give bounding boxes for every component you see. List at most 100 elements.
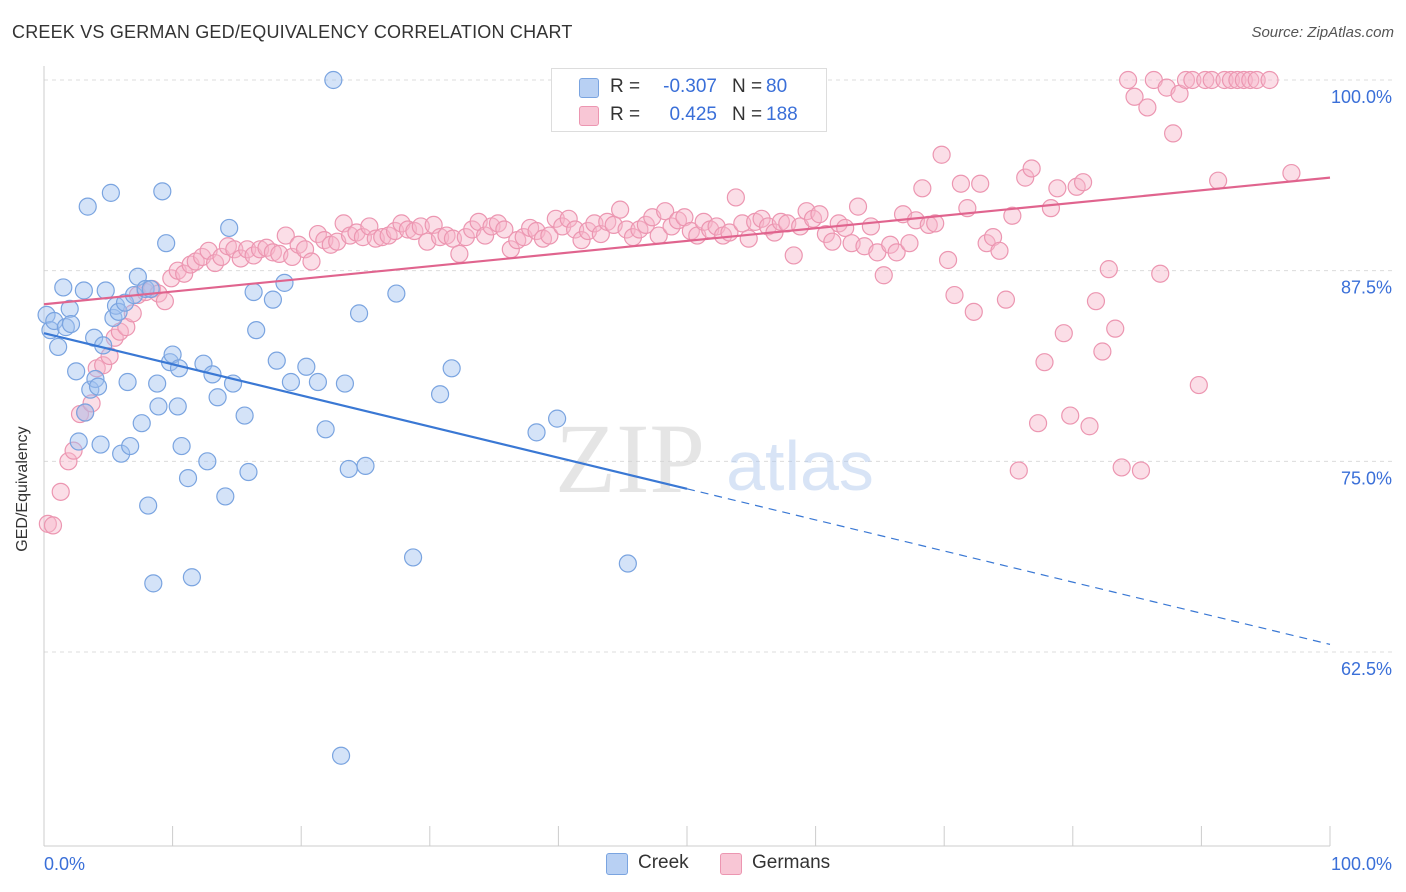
creek-point — [88, 377, 108, 396]
creek-point — [109, 302, 128, 321]
germans-point — [225, 240, 244, 259]
legend-swatch-germans — [720, 853, 742, 875]
creek-point — [96, 281, 115, 300]
germans-point — [1009, 461, 1028, 480]
creek-point — [297, 357, 316, 376]
creek-point — [74, 281, 93, 300]
germans-point — [1189, 375, 1208, 395]
legend-swatch-creek — [579, 78, 599, 98]
creek-trend-line — [43, 332, 688, 490]
germans-point — [900, 234, 919, 253]
axes — [43, 66, 1331, 847]
germans-point — [1086, 292, 1106, 311]
creek-point — [178, 469, 198, 488]
legend-r-label: R = — [610, 76, 641, 97]
germans-point — [945, 285, 964, 305]
germans-point — [1196, 70, 1215, 90]
legend-r-value-creek: -0.307 — [663, 76, 717, 97]
creek-point — [78, 197, 97, 216]
y-tick-label: 87.5% — [1341, 278, 1392, 298]
germans-point — [475, 226, 495, 245]
germans-point — [881, 235, 900, 254]
germans-point — [1202, 70, 1221, 90]
germans-point — [1228, 70, 1247, 90]
creek-point — [149, 397, 168, 416]
watermark-atlas: atlas — [726, 427, 874, 505]
y-tick-label: 75.0% — [1341, 468, 1392, 488]
creek-point — [61, 314, 81, 334]
creek-point — [239, 462, 258, 482]
germans-point — [784, 246, 803, 265]
germans-point — [263, 243, 283, 262]
germans-point — [1221, 70, 1241, 90]
germans-point — [861, 217, 880, 236]
germans-point — [1234, 70, 1253, 90]
germans-point — [100, 346, 119, 366]
germans-point — [1138, 98, 1157, 117]
series-legend: Creek Germans — [0, 852, 1406, 878]
x-tick-label: 0.0% — [44, 854, 85, 874]
germans-point — [1073, 173, 1093, 192]
germans-point — [302, 252, 321, 271]
germans-point — [175, 264, 194, 283]
germans-point — [938, 250, 958, 270]
germans-point — [1209, 171, 1228, 190]
germans-point — [726, 188, 745, 207]
creek-point — [139, 496, 158, 515]
germans-point — [1215, 70, 1234, 90]
germans-point — [495, 220, 514, 239]
creek-point — [118, 372, 137, 392]
creek-point — [281, 372, 301, 392]
creek-point — [403, 548, 423, 567]
legend-swatch-creek — [606, 853, 628, 875]
legend-row-germans: R = 0.425 N = 188 — [552, 101, 826, 129]
germans-point — [816, 224, 835, 244]
creek-point — [148, 374, 167, 393]
germans-point — [752, 209, 771, 228]
germans-point — [276, 226, 295, 245]
creek-point — [331, 746, 351, 765]
germans-point — [617, 220, 636, 239]
creek-point — [67, 362, 86, 381]
germans-point — [1164, 124, 1183, 143]
germans-point — [1099, 260, 1118, 279]
germans-point — [64, 441, 83, 460]
creek-point — [132, 414, 151, 433]
creek-point — [220, 218, 239, 238]
creek-point — [198, 452, 217, 471]
creek-point — [324, 70, 343, 90]
creek-point — [60, 299, 79, 318]
legend-n-value-germans: 188 — [766, 104, 798, 125]
germans-point — [1247, 70, 1266, 90]
creek-point — [91, 435, 110, 454]
legend-n-label: N = — [732, 104, 763, 125]
creek-point — [69, 432, 88, 451]
germans-point — [94, 356, 113, 375]
legend-r-label: R = — [610, 104, 641, 125]
germans-point — [951, 174, 971, 193]
watermark: ZIP atlas — [555, 403, 874, 514]
germans-point — [810, 205, 829, 224]
creek-point — [275, 273, 294, 292]
source-label: Source: ZipAtlas.com — [1251, 24, 1394, 41]
germans-point — [1003, 206, 1022, 225]
creek-point — [267, 351, 286, 370]
germans-point — [1080, 417, 1099, 436]
creek-point — [54, 278, 73, 297]
germans-point — [82, 394, 101, 413]
creek-point — [316, 420, 335, 439]
creek-trend-extension — [686, 488, 1331, 645]
creek-points — [37, 70, 637, 765]
creek-point — [430, 385, 450, 404]
creek-point — [182, 568, 201, 587]
legend-label-creek: Creek — [638, 852, 689, 873]
creek-point — [527, 423, 546, 442]
germans-point — [1260, 70, 1279, 90]
germans-point — [155, 292, 174, 311]
germans-point — [996, 290, 1016, 309]
germans-point — [1131, 461, 1151, 480]
chart-title: CREEK VS GERMAN GED/EQUIVALENCY CORRELAT… — [12, 22, 573, 42]
germans-point — [1125, 87, 1144, 106]
germans-point — [1106, 319, 1125, 338]
germans-point — [656, 202, 675, 221]
